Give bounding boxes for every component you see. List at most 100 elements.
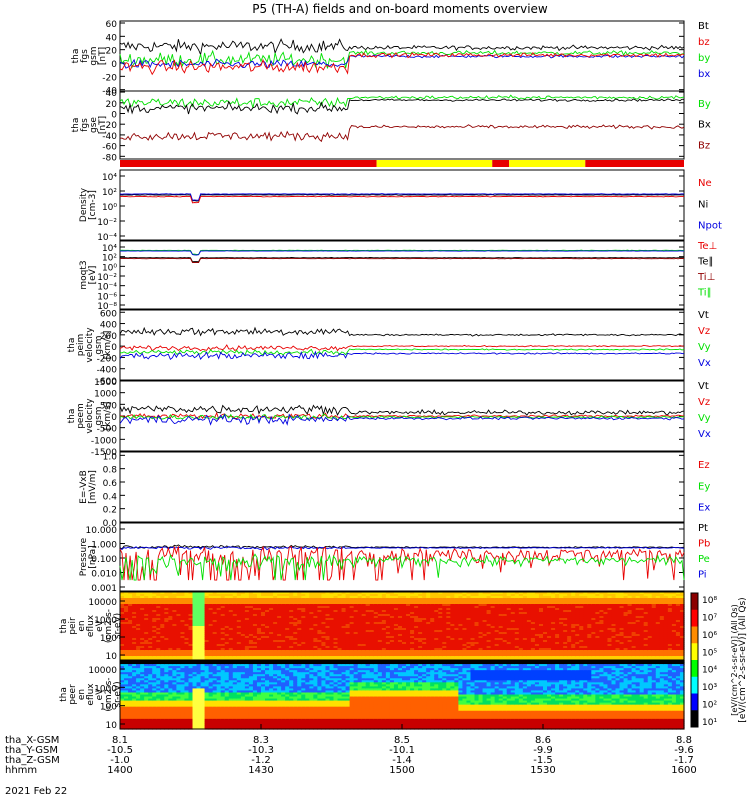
status-segment	[509, 160, 586, 167]
series-Bx	[119, 98, 685, 115]
y-axis-label: tha	[71, 49, 81, 64]
y-tick-label: 10⁰	[102, 203, 117, 213]
legend-entry: Ne	[698, 178, 712, 189]
legend-entry: Te⊥	[697, 241, 717, 252]
y-tick-label: -60	[102, 143, 117, 153]
y-axis-label: eflux	[86, 683, 96, 706]
y-tick-label: 0.001	[91, 584, 117, 594]
series-Vt	[119, 404, 685, 416]
panel-7: 0.0 0.2 0.4 0.6 0.8 1.0 E=-VxB [mV/m] Ez Ey Ex	[79, 451, 710, 529]
y-tick-label: 10000	[88, 598, 117, 608]
y-axis-label: velocity	[85, 398, 95, 434]
y-tick-label: 10	[106, 652, 118, 662]
legend-entry: Ey	[698, 481, 710, 492]
legend-entry: Bt	[698, 21, 709, 32]
y-tick-label: 10⁻⁴	[97, 283, 117, 293]
legend-entry: bx	[698, 69, 710, 80]
series-by	[119, 49, 685, 69]
legend-entry: Npot	[698, 221, 722, 232]
y-tick-label: -80	[102, 153, 117, 163]
x-tick-label: 1530	[530, 765, 555, 776]
y-axis-label: sr-eV)	[113, 613, 123, 639]
legend-entry: Ni	[698, 199, 708, 210]
legend-entry: bz	[698, 37, 710, 48]
y-axis-label: tha	[67, 409, 77, 424]
series-bx	[119, 54, 685, 69]
y-tick-label: 0.2	[103, 506, 117, 516]
y-axis-label: tha	[71, 118, 81, 133]
series-Te⊥	[119, 257, 685, 263]
y-axis-label: [km/s]	[103, 331, 113, 360]
legend-2: By Bx Bz	[698, 99, 711, 151]
y-tick-label: 10⁴	[102, 173, 117, 183]
y-tick-label: -1000	[91, 436, 117, 446]
y-tick-label: 100	[100, 634, 117, 644]
y-tick-label: 0.8	[103, 466, 118, 476]
y-tick-label: 10²	[102, 188, 117, 198]
y-axis-label: Density	[79, 187, 89, 222]
y-tick-label: -40	[102, 87, 117, 97]
y-tick-label: 10⁴	[102, 244, 117, 254]
y-axis-label: [nPa]	[88, 545, 98, 568]
x-row-label: tha_X-GSM	[5, 735, 59, 746]
legend-6: Vt Vz Vy Vx	[698, 381, 711, 440]
y-tick-label: 0.4	[103, 492, 118, 502]
y-tick-label: -500	[97, 425, 118, 435]
x-tick-label: 1430	[248, 765, 273, 776]
y-tick-label: 10⁻²	[97, 218, 117, 228]
y-tick-label: -20	[102, 121, 117, 131]
legend-entry: Ti∥	[697, 288, 712, 299]
series-Npot	[119, 193, 685, 201]
legend-entry: Pt	[698, 523, 708, 534]
legend-entry: Vx	[698, 358, 711, 369]
legend-3: Ne Ni Npot	[698, 178, 722, 232]
y-tick-label: 0.0	[103, 519, 118, 529]
x-tick-label: 1400	[107, 765, 132, 776]
x-tick-label: -10.3	[248, 745, 274, 756]
y-tick-label: 10	[106, 721, 118, 731]
panel-1: -40 -20 0 20 40 60 tha fgs gsm [nT] Bt bz by bx	[71, 20, 710, 97]
y-axis-label: E=-VxB	[79, 470, 89, 504]
legend-entry: Vt	[698, 310, 709, 321]
y-axis-label: [mV/m]	[88, 470, 98, 504]
y-axis-label: velocity	[85, 327, 95, 363]
x-tick-label: -1.5	[533, 755, 553, 766]
y-tick-label: 10⁻²	[97, 273, 117, 283]
y-tick-label: 1500	[94, 378, 117, 388]
colorbar-tick-label: 10¹	[702, 718, 717, 728]
x-tick-label: -9.9	[533, 745, 553, 756]
legend-entry: Ez	[698, 460, 710, 471]
y-axis-label: [cm-3]	[88, 190, 98, 220]
legend-entry: Pe	[698, 554, 710, 565]
series-Bt	[119, 38, 685, 57]
y-tick-label: 0	[111, 60, 117, 70]
series-Pb	[119, 545, 685, 581]
y-axis-label: gsm	[94, 335, 104, 354]
panel-frame	[119, 309, 685, 381]
status-segment	[492, 160, 510, 167]
y-tick-label: 0	[111, 110, 117, 120]
y-axis-label: eV	[95, 688, 105, 701]
colorbar-tick-label: 10⁷	[702, 613, 717, 623]
y-tick-label: 10.000	[86, 526, 118, 536]
date-label: 2021 Feb 22	[5, 786, 67, 797]
y-axis-label: gse	[89, 117, 99, 133]
x-tick-label: 1500	[389, 765, 414, 776]
y-tick-label: -40	[102, 132, 117, 142]
x-tick-label: 8.5	[394, 735, 410, 746]
colorbar-tick-label: 10³	[702, 683, 717, 693]
colorbar-tick-label: 10²	[702, 701, 717, 711]
y-axis-label: fgs	[80, 118, 90, 132]
y-axis-label: peem	[76, 403, 86, 429]
x-tick-label: -9.6	[674, 745, 694, 756]
status-bar	[120, 160, 684, 167]
legend-1: Bt bz by bx	[698, 21, 710, 80]
series-Te∥	[120, 257, 684, 263]
colorbar-frame	[690, 592, 699, 728]
y-tick-label: -200	[97, 354, 118, 364]
legend-7: Ez Ey Ex	[698, 460, 710, 514]
